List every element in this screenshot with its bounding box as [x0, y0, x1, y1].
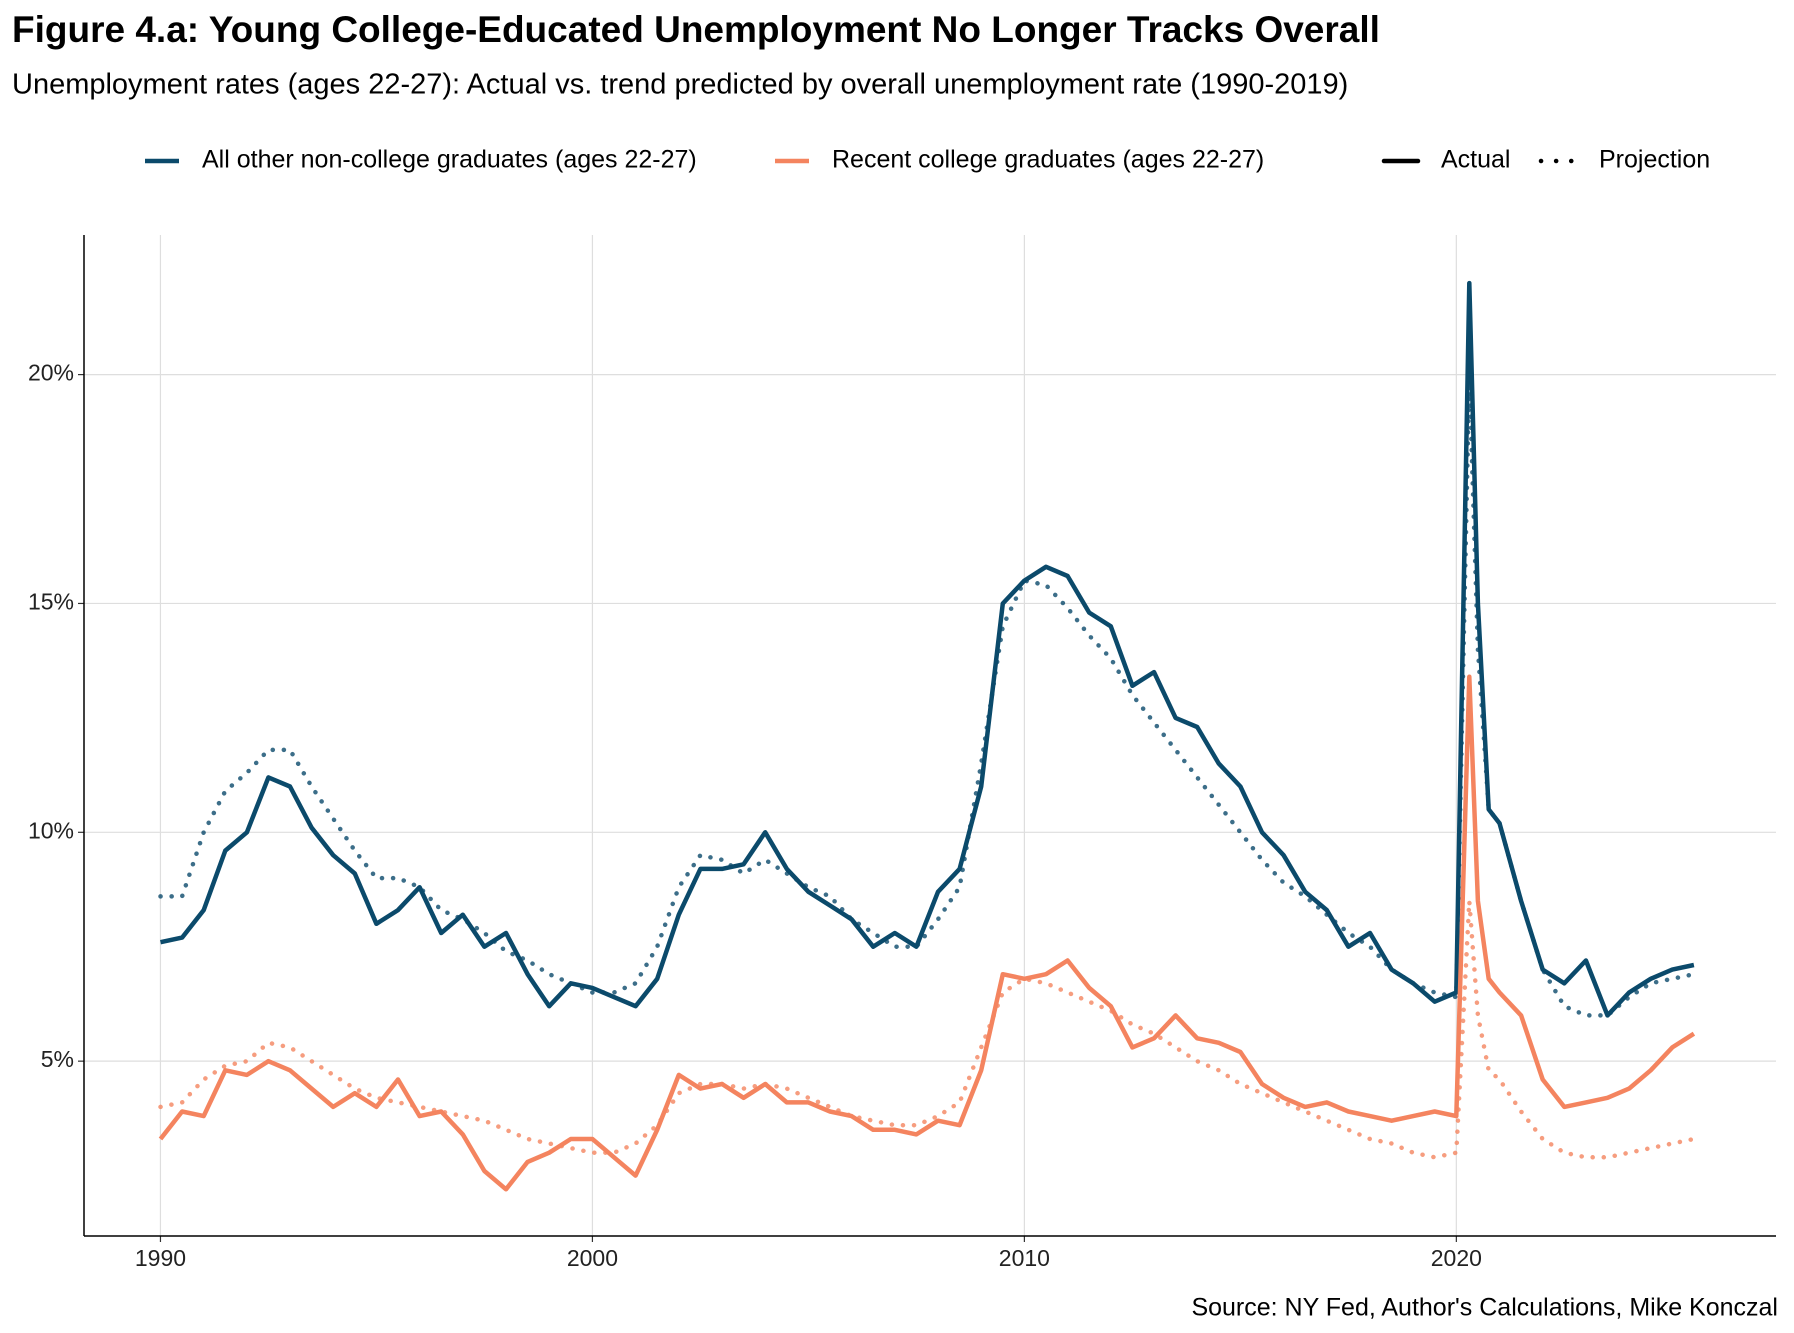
chart-title: Figure 4.a: Young College-Educated Unemp… — [12, 9, 1380, 50]
y-tick-label: 15% — [28, 589, 74, 615]
actual-line — [158, 674, 1696, 1192]
y-tick-label: 20% — [28, 360, 74, 386]
chart-subtitle: Unemployment rates (ages 22-27): Actual … — [12, 69, 1348, 101]
y-tick-label: 10% — [28, 817, 74, 843]
legend-label: Recent college graduates (ages 22-27) — [832, 146, 1264, 174]
x-tick-label: 1990 — [135, 1245, 186, 1271]
x-tick-label: 2000 — [567, 1245, 618, 1271]
x-tick-label: 2010 — [999, 1245, 1050, 1271]
legend-label: All other non-college graduates (ages 22… — [202, 146, 697, 174]
actual-line — [160, 280, 1695, 1018]
legend-label: Projection — [1599, 146, 1710, 174]
y-tick-label: 5% — [41, 1046, 74, 1072]
x-tick-label: 2020 — [1431, 1245, 1482, 1271]
projection-line — [158, 900, 1697, 1160]
legend-label: Actual — [1441, 146, 1510, 174]
source-note: Source: NY Fed, Author's Calculations, M… — [1191, 1294, 1778, 1322]
